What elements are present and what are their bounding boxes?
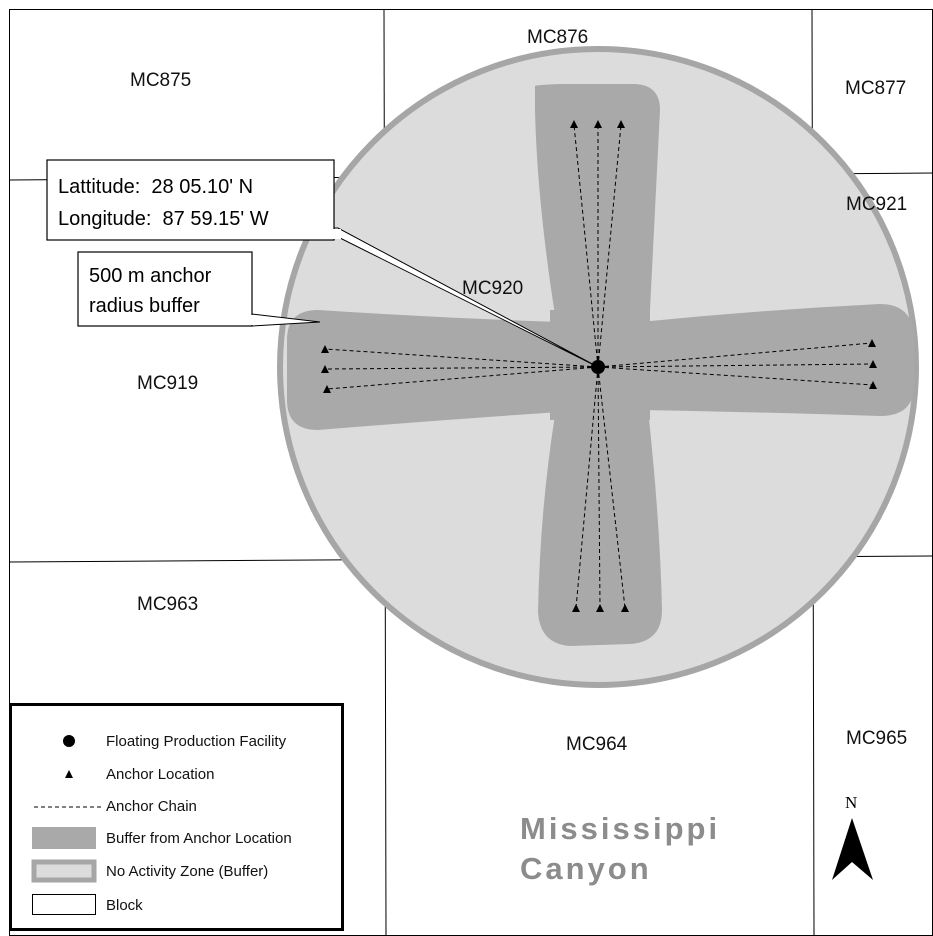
legend-item-anchor-buffer: Buffer from Anchor Location [12,825,341,853]
legend-label: Block [106,897,143,914]
anchor-chain [597,366,626,609]
legend-label: Anchor Location [106,766,215,783]
anchor-location-icon [869,360,877,368]
north-arrow-icon [832,818,873,880]
anchor-buffer-east-arm [640,304,914,416]
north-label: N [845,793,857,812]
dark-gray-fill-icon [32,827,96,849]
legend-item-anchor-location: Anchor Location [12,761,341,789]
legend-label: Buffer from Anchor Location [106,830,292,847]
longitude-text: Longitude: 87 59.15' W [58,208,269,230]
anchor-triangle-icon [65,770,73,778]
block-label-mc876: MC876 [527,27,588,48]
anchor-location-icon [596,604,604,612]
legend-label: Anchor Chain [106,798,197,815]
legend-label: Floating Production Facility [106,733,287,750]
anchor-buffer-south-arm [538,410,662,646]
legend-item-no-activity-zone: No Activity Zone (Buffer) [12,858,341,886]
coordinate-callout-box [46,159,335,241]
block-label-mc921: MC921 [846,194,907,215]
legend-item-facility: Floating Production Facility [12,728,341,756]
dashed-line-icon [34,806,104,808]
anchor-chains [324,124,874,609]
anchor-buffer-west-arm [287,310,560,430]
block-label-mc877: MC877 [845,78,906,99]
legend-label: No Activity Zone (Buffer) [106,863,269,880]
buffer-callout-line1: 500 m anchor [89,265,212,287]
anchor-location-icon [621,604,629,612]
anchor-chain [597,366,601,609]
light-gray-outlined-fill-icon [31,859,97,883]
anchor-location-icon [570,120,578,128]
anchor-buffer-north-arm [535,84,660,315]
anchor-chain [597,366,874,386]
anchor-location-icon [868,339,876,347]
region-label-line2: Canyon [520,851,652,886]
anchor-chain [324,366,599,370]
block-label-mc920: MC920 [462,278,523,299]
buffer-callout: 500 m anchor radius buffer [77,251,321,327]
coordinate-callout: Lattitude: 28 05.10' N Longitude: 87 59.… [46,159,599,368]
anchor-chain [597,342,873,368]
anchor-chain [597,363,874,368]
anchor-location-icon [594,120,602,128]
anchor-location-icon [869,381,877,389]
white-outlined-box-icon [32,894,96,915]
block-label-mc964: MC964 [566,734,628,755]
north-arrow: N [832,793,873,880]
facility-dot-icon [63,735,75,747]
block-label-mc963: MC963 [137,594,198,615]
anchor-location-icon [617,120,625,128]
legend-item-anchor-chain: Anchor Chain [12,793,341,821]
anchor-location-icon [323,385,331,393]
legend: Floating Production Facility Anchor Loca… [9,703,344,931]
block-label-mc875: MC875 [130,70,191,91]
block-label-mc965: MC965 [846,728,907,749]
anchor-location-icon [572,604,580,612]
anchor-buffer [287,84,914,646]
legend-item-block: Block [12,892,341,920]
anchor-chain [573,124,599,368]
block-label-mc919: MC919 [137,373,198,394]
anchor-chain [597,124,622,368]
anchor-location-icon [321,365,329,373]
buffer-callout-box [77,251,253,327]
latitude-text: Lattitude: 28 05.10' N [58,176,253,198]
anchor-chain [326,366,599,390]
anchor-chain [575,366,599,609]
anchor-location-icon [321,345,329,353]
buffer-callout-line2: radius buffer [89,295,200,317]
anchor-locations [321,120,877,612]
region-label-line1: Mississippi [520,811,720,846]
anchor-chain [324,348,599,368]
